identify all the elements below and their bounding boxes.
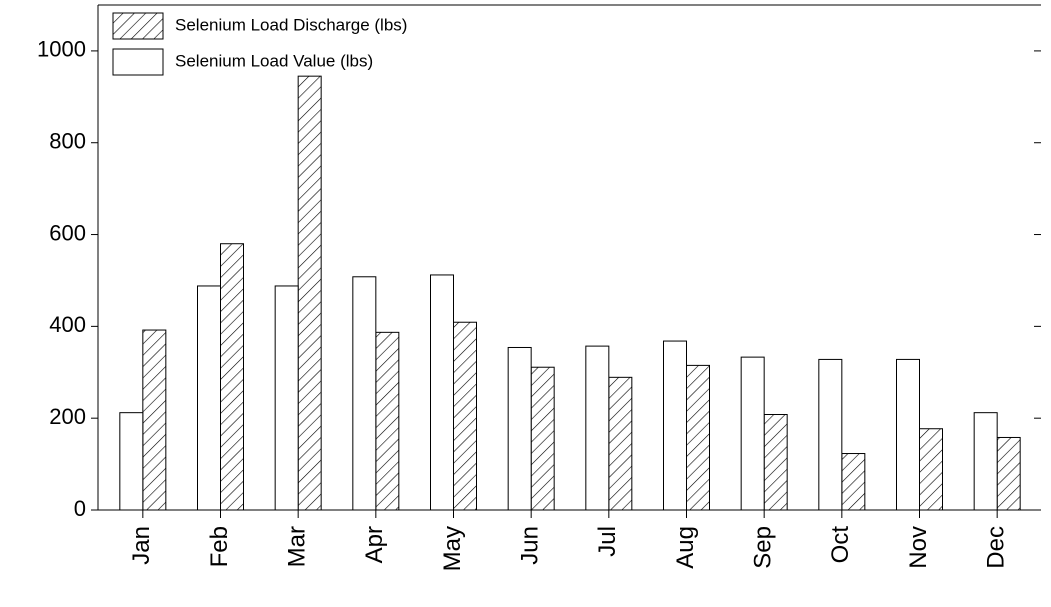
- x-tick-label: Jul: [594, 526, 621, 557]
- bar: [919, 428, 943, 511]
- bar: [530, 366, 555, 511]
- legend-label: Selenium Load Discharge (lbs): [175, 15, 407, 34]
- bar: [686, 364, 710, 511]
- bar: [996, 436, 1021, 511]
- bar: [740, 356, 765, 511]
- legend-swatch: [112, 48, 164, 76]
- bar: [430, 274, 454, 511]
- bar: [585, 345, 610, 511]
- bar: [973, 412, 998, 511]
- bar: [352, 276, 377, 511]
- x-tick-label: Dec: [983, 526, 1010, 569]
- y-tick-label: 1000: [37, 37, 86, 62]
- bar: [220, 243, 244, 511]
- x-tick-label: Sep: [750, 526, 777, 569]
- bar: [841, 453, 866, 511]
- legend-swatch: [112, 12, 164, 40]
- bar: [197, 285, 221, 511]
- bar: [142, 329, 167, 511]
- bar: [375, 331, 400, 511]
- x-tick-label: Oct: [827, 526, 854, 564]
- x-tick-label: May: [439, 526, 466, 571]
- y-tick-label: 800: [49, 129, 86, 154]
- x-tick-label: Mar: [284, 526, 311, 567]
- bar: [453, 321, 477, 511]
- bar: [818, 358, 843, 511]
- bar: [507, 346, 532, 511]
- x-tick-label: Apr: [361, 526, 388, 563]
- x-tick-label: Feb: [206, 526, 233, 567]
- x-tick-label: Jan: [128, 526, 155, 565]
- y-tick-label: 200: [49, 404, 86, 429]
- y-tick-label: 400: [49, 312, 86, 337]
- x-tick-label: Jun: [517, 526, 544, 565]
- legend-label: Selenium Load Value (lbs): [175, 51, 373, 70]
- x-tick-label: Aug: [672, 526, 699, 569]
- bar: [763, 414, 788, 511]
- y-tick-label: 0: [74, 496, 86, 521]
- bar: [297, 75, 322, 511]
- bar: [608, 376, 633, 511]
- bar: [119, 412, 144, 511]
- x-tick-label: Nov: [905, 526, 932, 569]
- y-tick-label: 600: [49, 220, 86, 245]
- bar: [663, 340, 687, 511]
- bar: [896, 358, 920, 511]
- bar: [274, 285, 299, 511]
